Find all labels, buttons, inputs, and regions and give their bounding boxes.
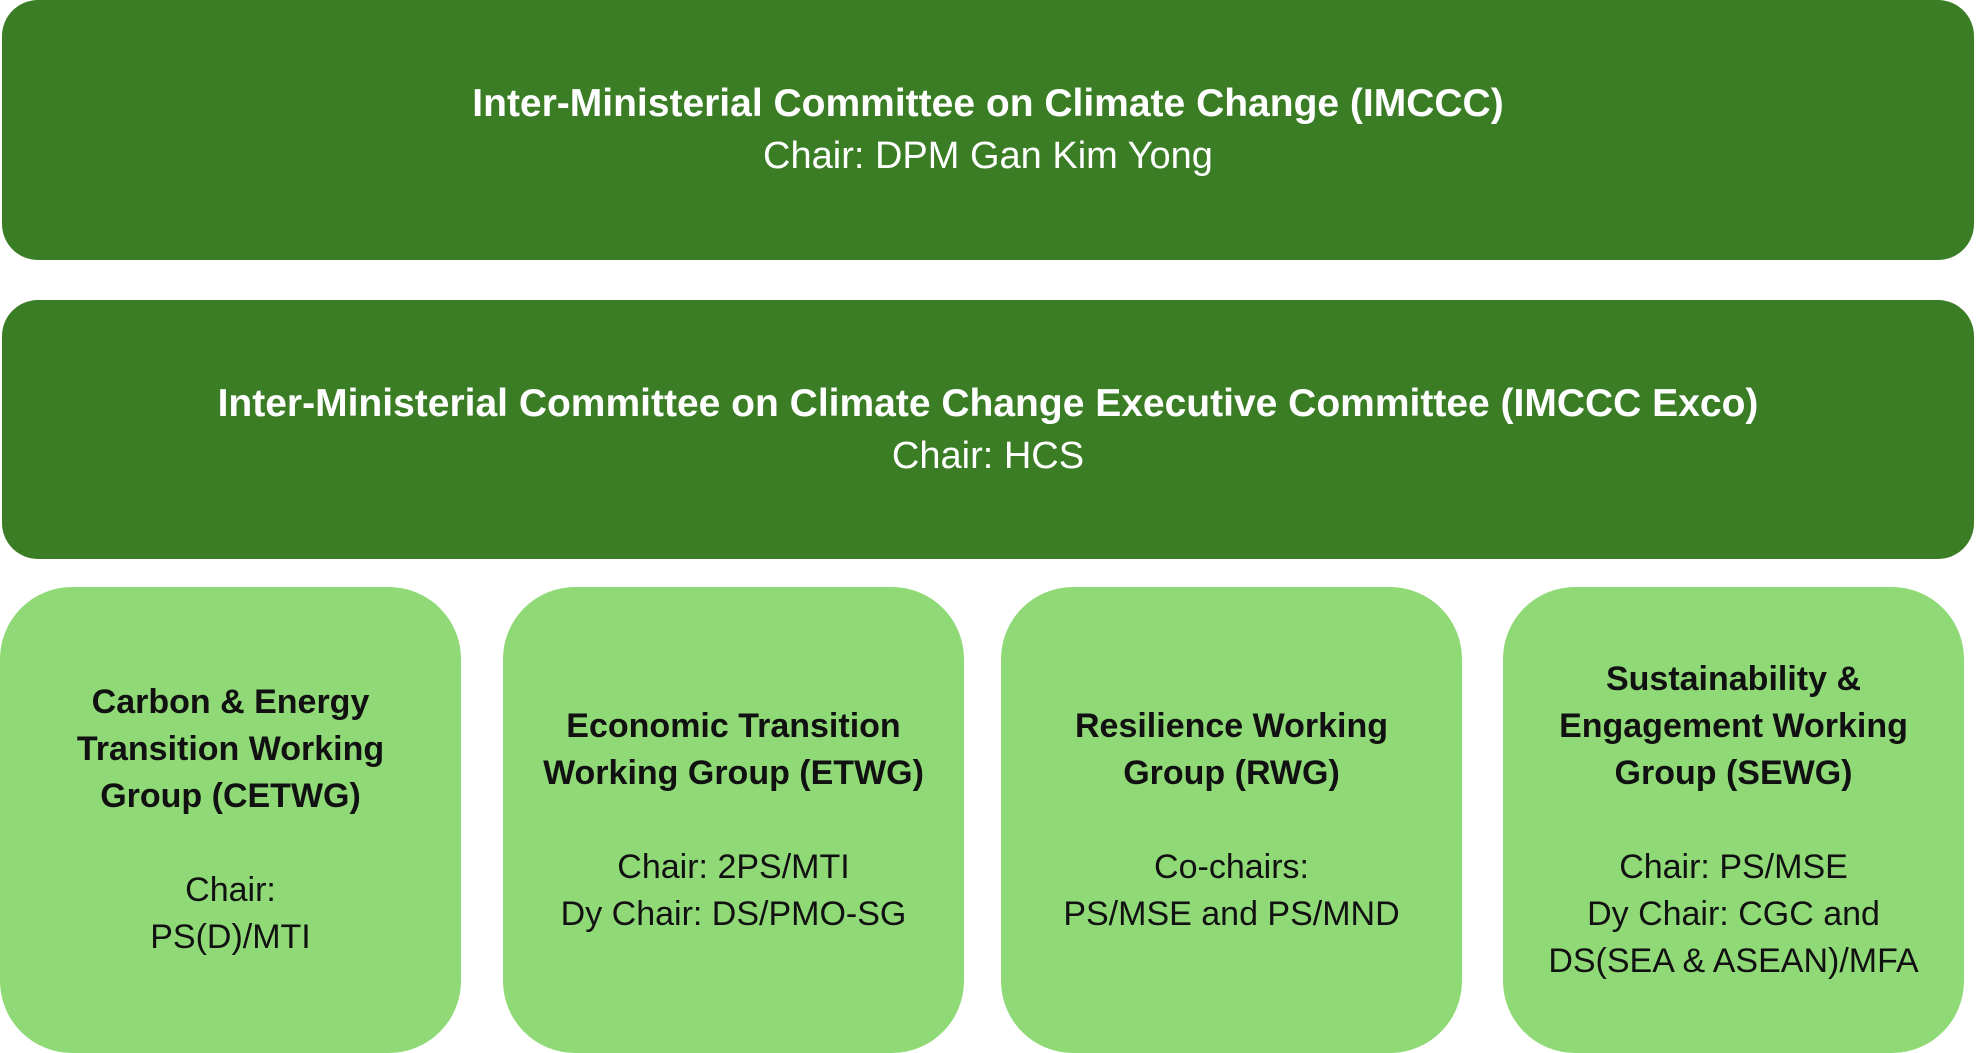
working-group-chair-line: PS/MSE and PS/MND xyxy=(1063,894,1400,933)
working-group-sewg-box: Sustainability & Engagement Working Grou… xyxy=(1503,587,1964,1053)
working-group-title-line: Group (RWG) xyxy=(1123,753,1340,792)
working-group-title-line: Carbon & Energy xyxy=(91,683,370,721)
imccc-exco-title: Inter-Ministerial Committee on Climate C… xyxy=(217,381,1759,425)
working-group-chair-line: Dy Chair: CGC and xyxy=(1587,894,1880,933)
working-group-etwg-box: Economic Transition Working Group (ETWG)… xyxy=(503,587,964,1053)
working-group-title-line: Resilience Working xyxy=(1074,706,1389,745)
working-group-chair-line: PS(D)/MTI xyxy=(150,918,311,956)
working-group-title-line: Group (CETWG) xyxy=(100,777,361,815)
working-group-chair-line: DS(SEA & ASEAN)/MFA xyxy=(1548,941,1919,980)
working-group-title-line: Transition Working xyxy=(76,730,385,768)
working-group-title-line: Group (SEWG) xyxy=(1614,753,1853,792)
working-group-rwg-box: Resilience Working Group (RWG) Co-chairs… xyxy=(1001,587,1462,1053)
working-group-chair-line: Chair: xyxy=(185,871,276,909)
imccc-chair: Chair: DPM Gan Kim Yong xyxy=(763,135,1213,177)
working-group-chair-line: Co-chairs: xyxy=(1154,847,1309,886)
working-group-chair-line: Dy Chair: DS/PMO-SG xyxy=(560,894,907,933)
working-group-cetwg-box: Carbon & Energy Transition Working Group… xyxy=(0,587,461,1053)
imccc-exco-chair: Chair: HCS xyxy=(891,434,1085,477)
working-group-title-line: Working Group (ETWG) xyxy=(543,753,924,792)
working-group-chair-line: Chair: PS/MSE xyxy=(1619,847,1848,886)
imccc-box: Inter-Ministerial Committee on Climate C… xyxy=(2,0,1974,260)
imccc-exco-box: Inter-Ministerial Committee on Climate C… xyxy=(2,300,1974,559)
working-group-title-line: Economic Transition xyxy=(566,706,901,745)
working-group-title-line: Engagement Working xyxy=(1559,706,1908,745)
working-group-title-line: Sustainability & xyxy=(1605,659,1862,698)
working-group-chair-line: Chair: 2PS/MTI xyxy=(617,847,850,886)
imccc-title: Inter-Ministerial Committee on Climate C… xyxy=(472,82,1504,125)
